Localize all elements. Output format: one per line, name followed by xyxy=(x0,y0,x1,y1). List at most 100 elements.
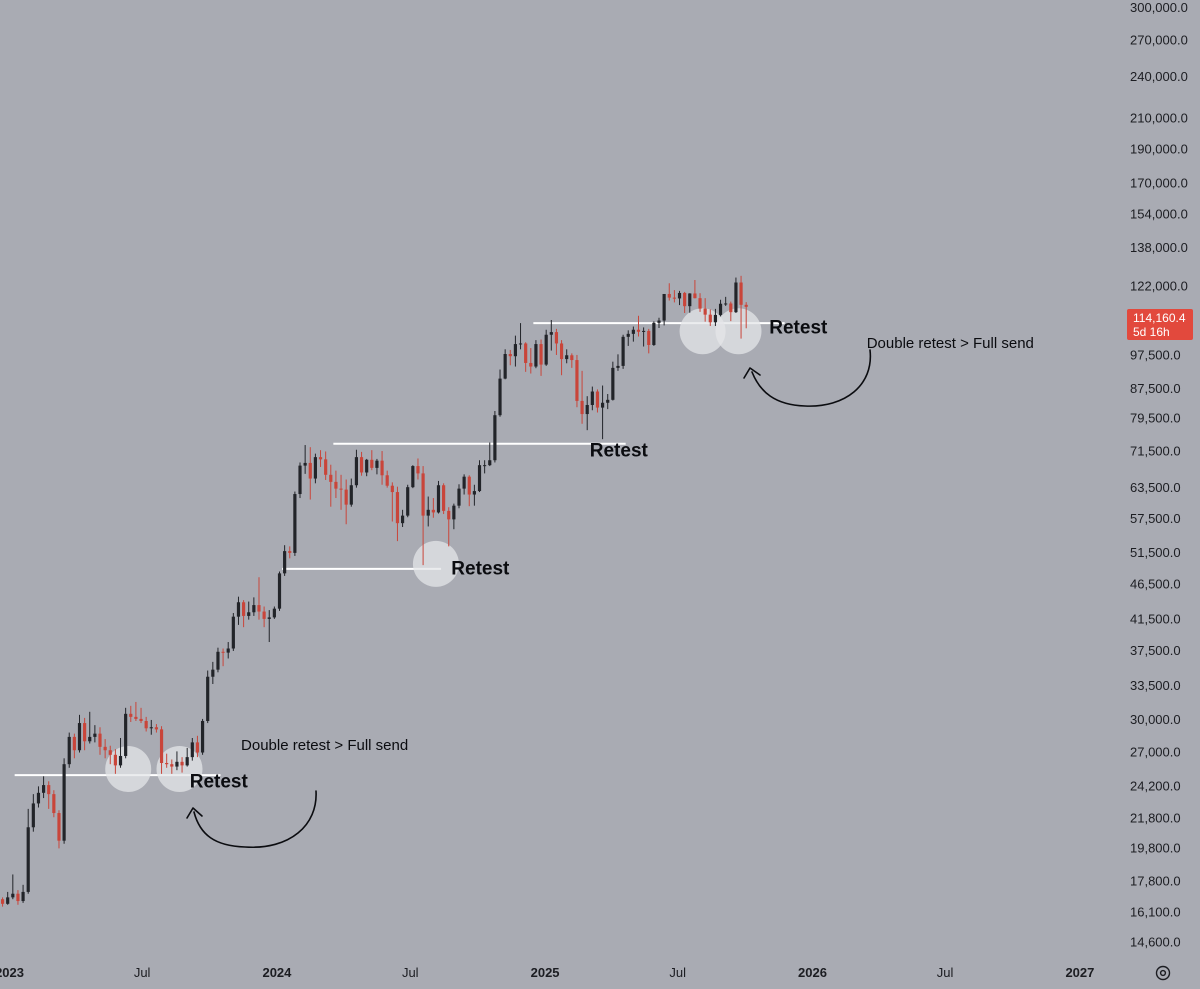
candle xyxy=(467,475,471,507)
candle xyxy=(226,642,230,659)
candle-body xyxy=(621,336,625,366)
candle xyxy=(159,726,164,774)
candle-body xyxy=(616,365,620,368)
candle-body xyxy=(508,354,512,357)
candle-body xyxy=(257,605,261,612)
candle-body xyxy=(544,334,548,365)
candle-body xyxy=(339,488,343,490)
candle xyxy=(426,496,430,527)
candle-body xyxy=(47,785,51,795)
candle-body xyxy=(354,457,359,486)
candle xyxy=(277,571,282,611)
retest-circle xyxy=(412,540,459,587)
candle xyxy=(395,486,400,542)
candle xyxy=(677,290,682,306)
candle-body xyxy=(647,330,651,345)
y-tick-label: 19,800.0 xyxy=(1130,840,1181,855)
y-tick-label: 87,500.0 xyxy=(1130,381,1181,396)
x-tick-label: Jul xyxy=(669,965,686,980)
candle xyxy=(231,613,235,651)
x-tick-label: 2025 xyxy=(531,965,560,980)
candle-body xyxy=(6,897,10,904)
candle xyxy=(252,597,256,616)
candle xyxy=(354,449,359,488)
candle xyxy=(344,479,348,525)
x-axis[interactable]: 2023 Jul 2024 Jul 2025 Jul 2026 Jul 2027 xyxy=(0,965,1094,980)
candle-body xyxy=(400,515,405,524)
candle xyxy=(93,725,97,743)
candle xyxy=(611,361,615,401)
candle-body xyxy=(221,651,225,653)
candle xyxy=(662,293,666,326)
candles-layer xyxy=(0,275,748,907)
candle xyxy=(216,647,220,673)
candle-body xyxy=(626,333,630,337)
candle-body xyxy=(93,733,97,737)
candle-body xyxy=(498,378,502,416)
y-tick-label: 51,500.0 xyxy=(1130,545,1181,560)
candle xyxy=(718,299,723,317)
candle-body xyxy=(175,761,179,767)
retest-circle xyxy=(156,745,203,792)
candle xyxy=(626,330,630,346)
candle-body xyxy=(390,485,394,493)
candle-body xyxy=(98,733,102,747)
candle xyxy=(349,478,353,507)
candle xyxy=(642,327,646,347)
candle-body xyxy=(77,723,82,751)
candle-body xyxy=(518,343,523,345)
y-tick-label: 210,000.0 xyxy=(1130,110,1188,125)
candle-body xyxy=(493,415,497,461)
candle xyxy=(52,790,56,818)
candle xyxy=(744,302,748,329)
candle-body xyxy=(247,612,251,616)
retest-label: Retest xyxy=(769,317,828,338)
candle xyxy=(724,296,728,306)
candle-body xyxy=(529,362,533,367)
candle xyxy=(154,724,159,733)
y-axis[interactable]: 300,000.0 270,000.0 240,000.0 210,000.0 190,… xyxy=(1130,0,1188,949)
candle-body xyxy=(385,475,389,486)
candle-body xyxy=(359,457,364,473)
candle-body xyxy=(590,391,594,405)
x-tick-label: Jul xyxy=(402,965,419,980)
settings-gear-icon[interactable] xyxy=(1155,965,1171,981)
candle xyxy=(734,277,738,313)
candle-body xyxy=(380,460,384,476)
candle xyxy=(431,498,435,518)
y-tick-label: 190,000.0 xyxy=(1130,141,1188,156)
y-tick-label: 122,000.0 xyxy=(1130,278,1188,293)
candle-body xyxy=(267,617,271,619)
candle xyxy=(165,753,169,768)
candle xyxy=(390,482,394,522)
candle xyxy=(242,600,246,628)
candle-body xyxy=(36,792,41,804)
candle xyxy=(185,747,189,767)
candle xyxy=(262,606,266,628)
candle xyxy=(416,458,420,480)
candle-body xyxy=(134,716,138,719)
candle xyxy=(313,453,317,484)
candle xyxy=(385,470,389,488)
candle xyxy=(180,757,184,773)
candle xyxy=(11,874,15,900)
candle-body xyxy=(718,303,723,315)
candle xyxy=(98,727,102,755)
candle xyxy=(513,335,517,367)
y-tick-label: 33,500.0 xyxy=(1130,678,1181,693)
candle-body xyxy=(636,329,641,332)
candle xyxy=(667,283,671,301)
candle xyxy=(488,442,492,467)
candle xyxy=(26,808,30,894)
candle-body xyxy=(288,551,292,553)
candle-body xyxy=(226,648,230,653)
candle xyxy=(544,329,548,366)
candle-body xyxy=(154,727,159,730)
candle xyxy=(190,737,194,761)
candle xyxy=(693,280,697,299)
arrow-head xyxy=(186,807,203,819)
candle xyxy=(606,394,610,410)
candle xyxy=(406,484,410,518)
